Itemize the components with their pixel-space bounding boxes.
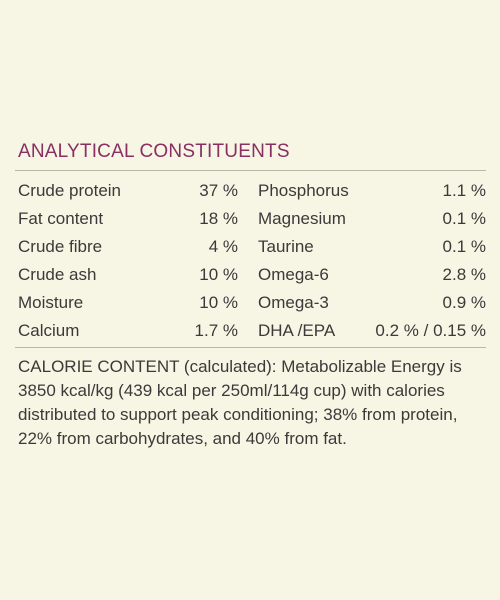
table-row: Crude protein 37 % Phosphorus 1.1 %	[18, 177, 486, 205]
constituent-name: Moisture	[18, 293, 84, 312]
constituent-name: Crude protein	[18, 181, 122, 200]
constituent-name: Omega-3	[258, 293, 329, 312]
constituent-name: DHA /EPA	[258, 321, 336, 340]
table-row: Calcium 1.7 % DHA /EPA 0.2 % / 0.15 %	[18, 317, 486, 345]
constituent-name: Crude fibre	[18, 237, 103, 256]
constituent-value: 0.9 %	[442, 293, 486, 312]
constituent-value: 18 %	[199, 209, 238, 228]
constituent-value: 2.8 %	[442, 265, 486, 284]
constituent-name: Taurine	[258, 237, 314, 256]
constituent-name: Calcium	[18, 321, 80, 340]
bottom-divider	[15, 347, 486, 348]
constituent-value: 10 %	[199, 293, 238, 312]
constituent-value: 37 %	[199, 181, 238, 200]
constituent-name: Magnesium	[258, 209, 346, 228]
top-divider	[15, 170, 486, 171]
constituent-name: Fat content	[18, 209, 104, 228]
constituent-name: Omega-6	[258, 265, 329, 284]
constituents-table: Crude protein 37 % Phosphorus 1.1 % Fat …	[18, 177, 486, 345]
table-row: Moisture 10 % Omega-3 0.9 %	[18, 289, 486, 317]
constituent-name: Phosphorus	[258, 181, 349, 200]
constituent-value: 1.1 %	[442, 181, 486, 200]
constituent-value: 1.7 %	[194, 321, 238, 340]
table-row: Crude ash 10 % Omega-6 2.8 %	[18, 261, 486, 289]
constituent-value: 0.1 %	[442, 209, 486, 228]
table-row: Fat content 18 % Magnesium 0.1 %	[18, 205, 486, 233]
constituent-value: 10 %	[199, 265, 238, 284]
table-row: Crude fibre 4 % Taurine 0.1 %	[18, 233, 486, 261]
calorie-content-text: CALORIE CONTENT (calculated): Metaboliza…	[18, 357, 462, 448]
constituent-value: 0.1 %	[442, 237, 486, 256]
constituent-value: 4 %	[208, 237, 238, 256]
constituent-name: Crude ash	[18, 265, 97, 284]
section-title: ANALYTICAL CONSTITUENTS	[18, 141, 290, 162]
constituent-value: 0.2 % / 0.15 %	[375, 321, 486, 340]
